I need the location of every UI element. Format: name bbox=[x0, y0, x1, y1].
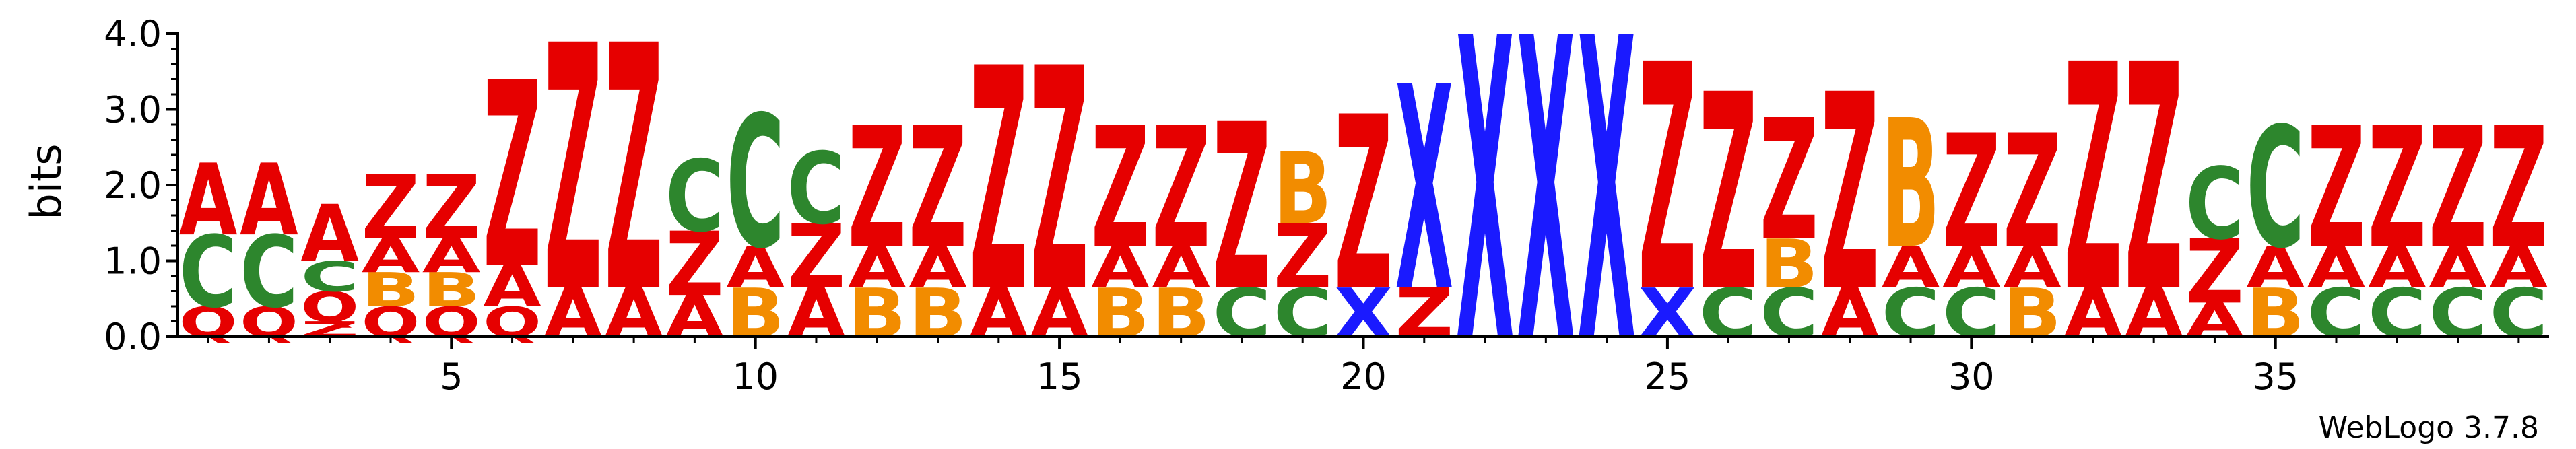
y-tick-label-3.0: 3.0 bbox=[104, 89, 162, 131]
logo-glyph-pos35-A: A bbox=[2246, 235, 2305, 301]
logo-glyph-pos23-X: X bbox=[1517, 0, 1575, 435]
logo-glyph-pos4-B: B bbox=[362, 264, 420, 318]
logo-glyph-pos3-Q: Q bbox=[300, 283, 359, 331]
logo-glyph-pos24-X: X bbox=[1577, 0, 1636, 435]
logo-glyph-pos22-X: X bbox=[1456, 0, 1515, 435]
logo-glyph-pos19-B: B bbox=[1274, 131, 1332, 246]
logo-glyph-pos3-C: C bbox=[300, 253, 359, 301]
logo-glyph-pos30-Z: Z bbox=[1942, 102, 2001, 283]
logo-glyph-pos32-Z: Z bbox=[2064, 0, 2123, 361]
logo-glyph-pos6-A: A bbox=[483, 254, 541, 320]
x-tick-label-5: 5 bbox=[440, 355, 463, 398]
logo-glyph-pos38-Z: Z bbox=[2429, 92, 2487, 285]
logo-glyph-pos4-Z: Z bbox=[362, 157, 420, 260]
y-tick-label-4.0: 4.0 bbox=[104, 13, 162, 55]
logo-glyph-pos37-Z: Z bbox=[2368, 92, 2426, 285]
logo-glyph-pos14-Z: Z bbox=[969, 4, 1028, 360]
logo-glyph-pos15-Z: Z bbox=[1030, 4, 1089, 360]
logo-glyph-pos29-A: A bbox=[1882, 235, 1940, 301]
logo-glyph-pos29-B: B bbox=[1882, 82, 1940, 287]
logo-glyph-pos2-A: A bbox=[240, 143, 298, 258]
logo-glyph-pos3-A: A bbox=[300, 188, 359, 279]
logo-glyph-pos38-A: A bbox=[2429, 235, 2487, 301]
logo-glyph-pos25-Z: Z bbox=[1639, 0, 1697, 361]
logo-glyph-pos5-B: B bbox=[422, 264, 481, 318]
logo-glyph-pos9-C: C bbox=[665, 140, 724, 254]
logo-glyph-pos16-Z: Z bbox=[1091, 92, 1150, 285]
y-tick-label-2.0: 2.0 bbox=[104, 164, 162, 207]
x-tick-label-35: 35 bbox=[2252, 355, 2299, 398]
logo-glyph-pos35-C: C bbox=[2246, 92, 2305, 285]
y-tick-label-0.0: 0.0 bbox=[104, 316, 162, 358]
logo-glyph-pos34-Z: Z bbox=[2185, 221, 2244, 324]
logo-glyph-pos34-C: C bbox=[2185, 147, 2244, 262]
logo-glyph-pos39-A: A bbox=[2490, 235, 2548, 301]
logo-glyph-pos2-C: C bbox=[240, 216, 298, 331]
logo-glyph-pos1-C: C bbox=[179, 216, 238, 331]
weblogo-footer: WebLogo 3.7.8 bbox=[2319, 411, 2539, 445]
logo-glyph-pos36-A: A bbox=[2307, 235, 2366, 301]
x-tick-label-10: 10 bbox=[732, 355, 779, 398]
logo-glyph-pos7-Z: Z bbox=[544, 0, 603, 367]
x-tick-label-25: 25 bbox=[1645, 355, 1691, 398]
logo-glyph-pos27-Z: Z bbox=[1760, 84, 1818, 278]
logo-glyph-pos21-X: X bbox=[1395, 28, 1453, 354]
x-tick-label-15: 15 bbox=[1036, 355, 1083, 398]
logo-glyph-pos28-Z: Z bbox=[1820, 38, 1879, 351]
logo-glyph-pos11-Z: Z bbox=[787, 206, 846, 309]
y-axis-label: bits bbox=[22, 143, 71, 219]
y-tick-label-1.0: 1.0 bbox=[104, 240, 162, 283]
logo-glyph-pos10-C: C bbox=[726, 78, 785, 289]
logo-glyph-pos11-C: C bbox=[787, 133, 846, 247]
logo-glyph-pos6-Z: Z bbox=[483, 30, 541, 326]
logo-glyph-pos31-Z: Z bbox=[2003, 102, 2061, 283]
x-tick-label-30: 30 bbox=[1948, 355, 1995, 398]
logo-glyph-pos1-A: A bbox=[179, 143, 238, 258]
logo-glyph-pos20-Z: Z bbox=[1334, 67, 1393, 345]
logo-glyph-pos13-Z: Z bbox=[909, 92, 967, 285]
logo-glyph-pos10-A: A bbox=[726, 235, 785, 301]
logo-glyph-pos12-Z: Z bbox=[848, 92, 906, 285]
logo-glyph-pos27-B: B bbox=[1760, 226, 1818, 304]
logo-glyph-pos13-A: A bbox=[909, 235, 967, 301]
logo-glyph-pos18-Z: Z bbox=[1213, 75, 1272, 341]
logo-glyph-pos16-A: A bbox=[1091, 235, 1150, 301]
logo-glyph-pos37-A: A bbox=[2368, 235, 2426, 301]
logo-glyph-pos39-Z: Z bbox=[2490, 92, 2548, 285]
x-tick-label-20: 20 bbox=[1340, 355, 1387, 398]
logo-glyph-pos36-Z: Z bbox=[2307, 92, 2366, 285]
logo-glyph-pos5-Z: Z bbox=[422, 157, 481, 260]
logo-glyph-pos4-A: A bbox=[362, 229, 420, 283]
logo-glyph-pos12-A: A bbox=[848, 235, 906, 301]
logo-glyph-pos5-A: A bbox=[422, 229, 481, 283]
logo-glyph-pos8-Z: Z bbox=[605, 0, 663, 367]
logo-glyph-pos30-A: A bbox=[1942, 235, 2001, 301]
logo-glyph-pos17-A: A bbox=[1152, 235, 1210, 301]
logo-glyph-pos26-Z: Z bbox=[1699, 38, 1758, 351]
logo-glyph-pos9-Z: Z bbox=[665, 213, 724, 316]
logo-glyph-pos33-Z: Z bbox=[2125, 0, 2183, 361]
logo-glyph-pos31-A: A bbox=[2003, 235, 2061, 301]
tick-layer: 0.0 1.0 2.0 3.0 4.0 5 10 15 20 25 30 35 bbox=[104, 13, 2520, 398]
logo-glyph-pos17-Z: Z bbox=[1152, 92, 1210, 285]
logo-glyph-pos19-Z: Z bbox=[1274, 206, 1332, 309]
